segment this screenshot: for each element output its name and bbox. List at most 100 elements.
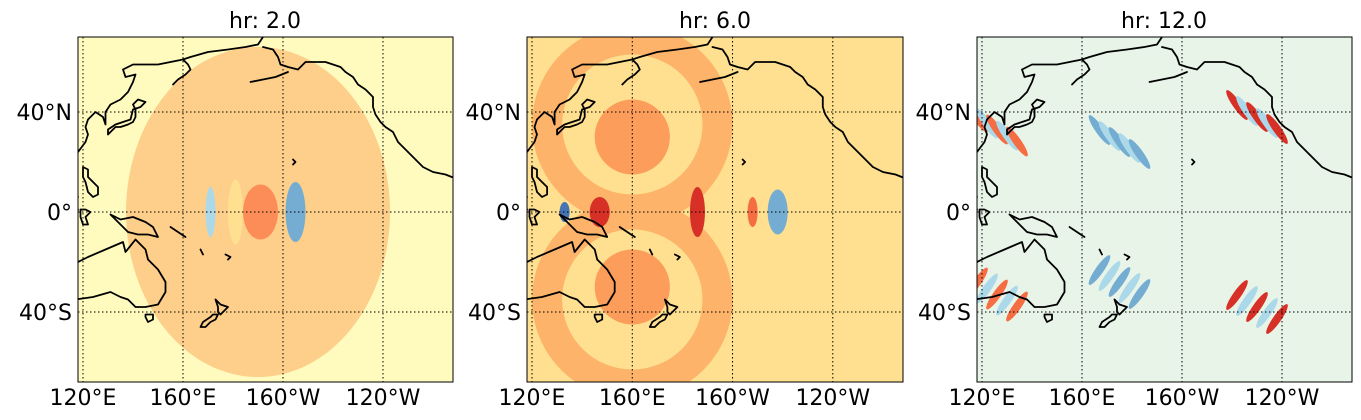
- coastline-hawaii: [1191, 158, 1196, 166]
- coastline-new-zealand-s: [648, 313, 669, 328]
- coastline-australia: [977, 238, 1066, 308]
- coastline-asia-coast: [527, 37, 714, 153]
- coastline-new-zealand-n: [214, 298, 229, 316]
- panel-hr-6: hr: 6.0 120°E 160°E 160°W 120°W 40°N 0° 40°S: [466, 9, 904, 411]
- x-tick-label: 120°E: [949, 386, 1016, 411]
- wave-band: [1128, 279, 1151, 309]
- wave-band: [1236, 96, 1258, 126]
- map-area: [977, 37, 1352, 382]
- coastline-sulawesi: [79, 208, 92, 226]
- panel-hr-2: hr: 2.0 120°E 160°E 160°W 120°W 40°N 0° 40°S: [17, 9, 454, 411]
- panel-title: hr: 12.0: [1121, 9, 1207, 34]
- x-tick-label: 160°W: [1145, 386, 1220, 411]
- coastline-vanuatu-fiji: [648, 248, 654, 256]
- coastline-sulawesi: [978, 208, 991, 226]
- coastline-new-guinea: [109, 213, 159, 238]
- wave-band: [1088, 115, 1111, 145]
- x-tick-label: 160°W: [695, 386, 770, 411]
- ocean-background: [977, 37, 1352, 382]
- coastline-tasmania: [593, 313, 604, 323]
- coastline-australia: [527, 238, 616, 308]
- y-tick-labels: 40°N 0° 40°S: [466, 101, 521, 326]
- wave-band: [1098, 121, 1121, 151]
- coastline-australia: [78, 238, 167, 308]
- coastline-solomons: [1068, 226, 1086, 238]
- coastlines: [527, 37, 903, 328]
- y-tick-label: 0°: [47, 201, 72, 226]
- coastline-philippines: [82, 166, 99, 198]
- wave-ring: [594, 249, 670, 325]
- wave-band: [1006, 126, 1028, 157]
- wave-band: [1236, 286, 1258, 316]
- y-tick-label: 40°S: [468, 301, 521, 326]
- wave-band: [1128, 139, 1151, 169]
- coastline-fiji: [1123, 253, 1131, 261]
- wave-pulse: [689, 187, 705, 237]
- coastline-vanuatu-fiji: [199, 248, 204, 256]
- coastline-new-zealand-s: [1098, 313, 1118, 328]
- coastline-kamchatka: [621, 58, 641, 86]
- coastline-north-america: [1161, 46, 1352, 179]
- coastline-japan: [107, 98, 147, 136]
- x-tick-label: 120°W: [795, 386, 870, 411]
- wave-band: [977, 108, 998, 139]
- wave-band: [1266, 114, 1288, 144]
- wave-band: [1108, 127, 1131, 157]
- y-tick-label: 0°: [496, 201, 521, 226]
- graticule: [977, 37, 1352, 382]
- wave-band: [1246, 292, 1268, 322]
- wave-band: [1088, 255, 1111, 285]
- coastline-new-guinea: [1008, 213, 1058, 238]
- x-tick-labels: 120°E 160°E 160°W 120°W: [499, 386, 871, 411]
- coastline-aleutians: [699, 71, 739, 83]
- panel-title: hr: 2.0: [229, 9, 301, 34]
- coastlines: [78, 37, 453, 328]
- wave-band: [1118, 133, 1141, 163]
- map-frame: [77, 36, 454, 383]
- coastline-japan: [1006, 98, 1046, 136]
- coastline-north-america: [711, 46, 903, 179]
- wave-band: [996, 120, 1018, 151]
- y-tick-label: 40°S: [918, 301, 971, 326]
- coastline-north-america: [262, 46, 453, 179]
- wave-band: [977, 273, 998, 304]
- y-tick-labels: 40°N 0° 40°S: [916, 101, 971, 326]
- coastline-tasmania: [1043, 313, 1053, 323]
- coastline-vanuatu-fiji: [1098, 248, 1103, 256]
- graticule: [78, 37, 453, 382]
- x-tick-labels: 120°E 160°E 160°W 120°W: [50, 386, 421, 411]
- x-tick-label: 160°W: [246, 386, 321, 411]
- wave-band: [986, 279, 1008, 310]
- coastline-sulawesi: [528, 208, 541, 226]
- panel-hr-12: hr: 12.0 120°E 160°E 160°W 120°W 40°N 0° 40°S: [916, 9, 1353, 411]
- wave-band: [1006, 291, 1028, 322]
- x-tick-label: 160°E: [1049, 386, 1116, 411]
- wave-pulse: [243, 184, 278, 240]
- y-tick-label: 0°: [946, 201, 971, 226]
- map-frame: [976, 36, 1353, 383]
- coastline-new-zealand-n: [1113, 298, 1128, 316]
- panel-title: hr: 6.0: [679, 9, 751, 34]
- x-tick-label: 120°W: [346, 386, 421, 411]
- map-area: [527, 37, 903, 382]
- y-tick-labels: 40°N 0° 40°S: [17, 101, 72, 326]
- y-tick-label: 40°N: [466, 101, 521, 126]
- coastline-fiji: [224, 253, 232, 261]
- coastline-japan: [556, 98, 596, 136]
- coastline-solomons: [169, 226, 187, 238]
- coastline-new-zealand-s: [199, 313, 219, 328]
- coastline-tasmania: [144, 313, 154, 323]
- wave-band: [1118, 273, 1141, 303]
- coastline-new-guinea: [558, 213, 609, 238]
- wave-band: [1226, 280, 1248, 310]
- wave-band: [977, 267, 988, 298]
- coastline-philippines: [981, 166, 998, 198]
- y-tick-label: 40°S: [19, 301, 72, 326]
- coastline-kamchatka: [1071, 58, 1091, 86]
- x-tick-label: 120°E: [499, 386, 566, 411]
- coastline-hawaii: [292, 158, 297, 166]
- wave-band: [1256, 108, 1278, 138]
- coastline-asia-coast: [977, 37, 1163, 153]
- y-tick-label: 40°N: [17, 101, 72, 126]
